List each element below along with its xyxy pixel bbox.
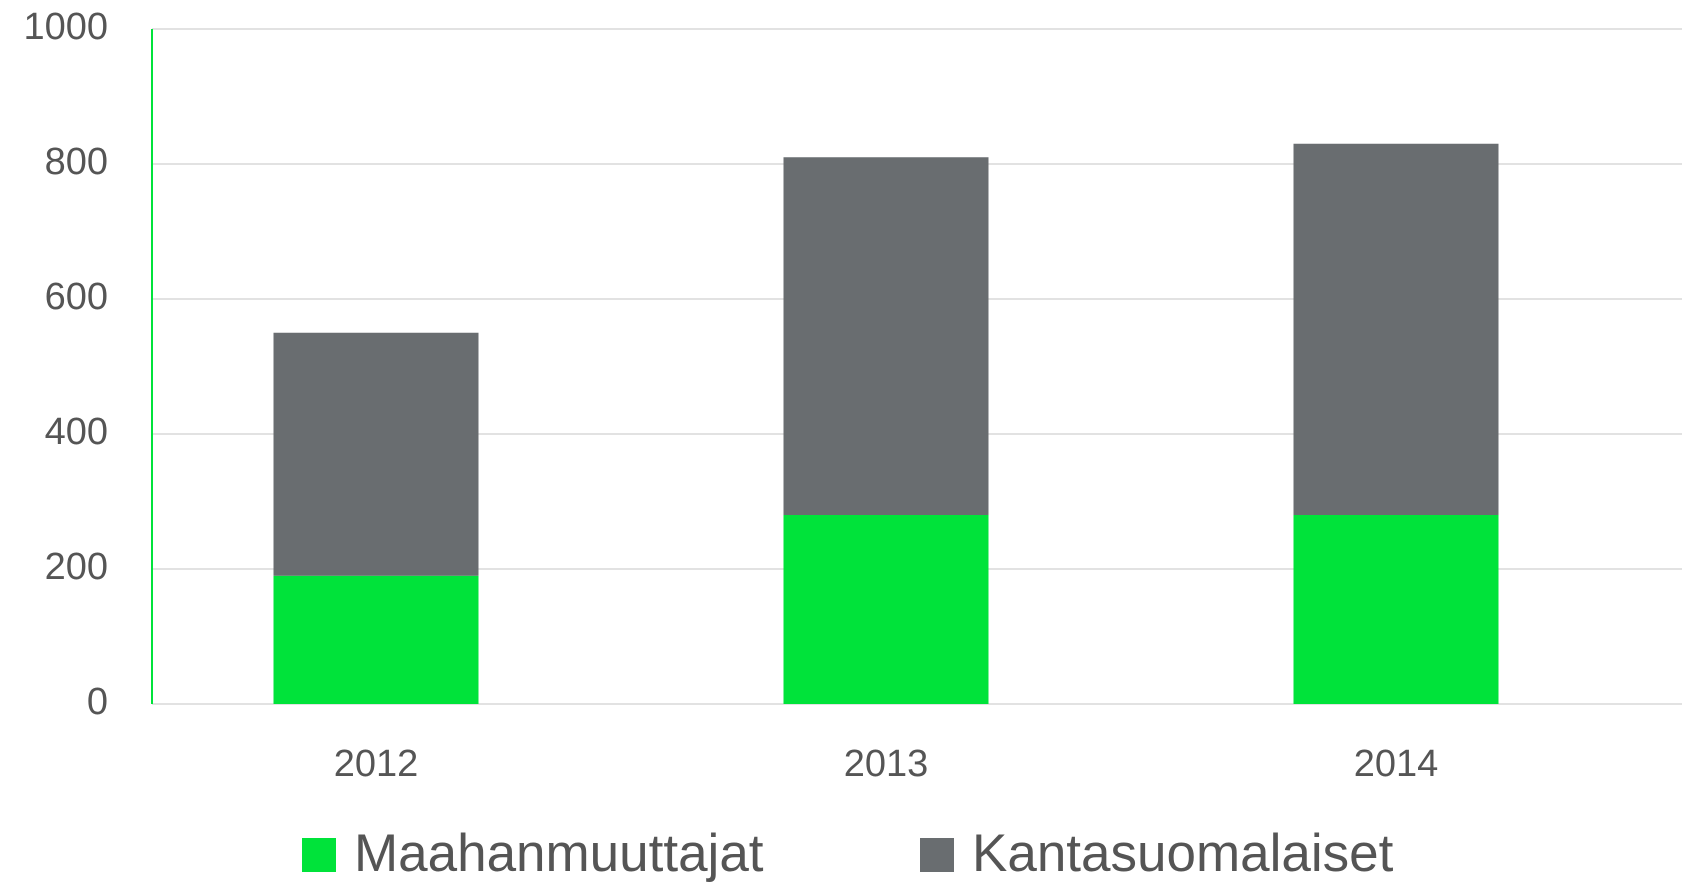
x-tick-label: 2014 <box>1354 743 1439 785</box>
legend-label: Kantasuomalaiset <box>972 824 1394 883</box>
bar-segment <box>273 332 479 576</box>
y-tick-label: 0 <box>87 681 108 723</box>
x-tick-label: 2012 <box>334 743 419 785</box>
bar-segment <box>1293 143 1499 515</box>
legend-swatch <box>302 838 336 872</box>
y-tick-label: 400 <box>45 411 108 453</box>
legend-swatch <box>920 838 954 872</box>
bar-segment <box>783 515 989 704</box>
x-tick-label: 2013 <box>844 743 929 785</box>
y-tick-label: 200 <box>45 546 108 588</box>
y-tick-label: 600 <box>45 276 108 318</box>
bar-segment <box>273 575 479 704</box>
bar-segment <box>783 157 989 515</box>
y-tick-label: 800 <box>45 141 108 183</box>
bar-segment <box>1293 515 1499 704</box>
y-tick-label: 1000 <box>23 6 108 48</box>
legend-label: Maahanmuuttajat <box>354 824 764 883</box>
